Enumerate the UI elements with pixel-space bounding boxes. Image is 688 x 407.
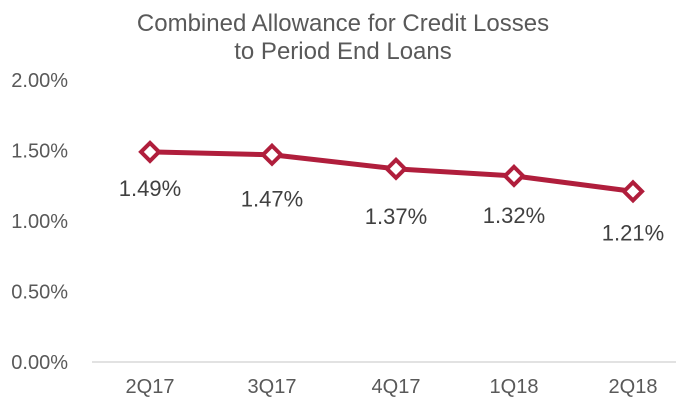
y-tick-label: 0.50%	[11, 282, 68, 304]
data-point-marker	[384, 157, 408, 181]
y-axis-tick-labels: 0.00% 0.50% 1.00% 1.50% 2.00%	[11, 70, 68, 374]
data-point-marker	[260, 142, 284, 167]
chart-title-line: Combined Allowance for Credit Losses	[137, 10, 549, 37]
y-tick-label: 0.00%	[11, 352, 68, 374]
data-point-marker	[621, 179, 645, 204]
x-tick-label: 1Q18	[490, 376, 539, 398]
x-tick-label: 4Q17	[372, 376, 421, 398]
x-tick-label: 3Q17	[248, 376, 297, 398]
data-point-marker	[502, 164, 526, 188]
x-axis-tick-labels: 2Q17 3Q17 4Q17 1Q18 2Q18	[126, 376, 658, 398]
data-point-marker	[138, 140, 162, 164]
chart-title-line: to Period End Loans	[234, 38, 452, 65]
x-tick-label: 2Q18	[609, 376, 658, 398]
data-label: 1.21%	[602, 220, 664, 245]
data-label: 1.47%	[241, 187, 303, 212]
x-tick-label: 2Q17	[126, 376, 175, 398]
data-labels: 1.49% 1.47% 1.37% 1.32% 1.21%	[119, 176, 664, 245]
y-tick-label: 2.00%	[11, 70, 68, 92]
y-tick-label: 1.50%	[11, 141, 68, 163]
data-label: 1.37%	[365, 204, 427, 229]
data-point-markers	[138, 140, 645, 204]
y-tick-label: 1.00%	[11, 211, 68, 233]
data-label: 1.49%	[119, 176, 181, 201]
data-label: 1.32%	[483, 203, 545, 228]
